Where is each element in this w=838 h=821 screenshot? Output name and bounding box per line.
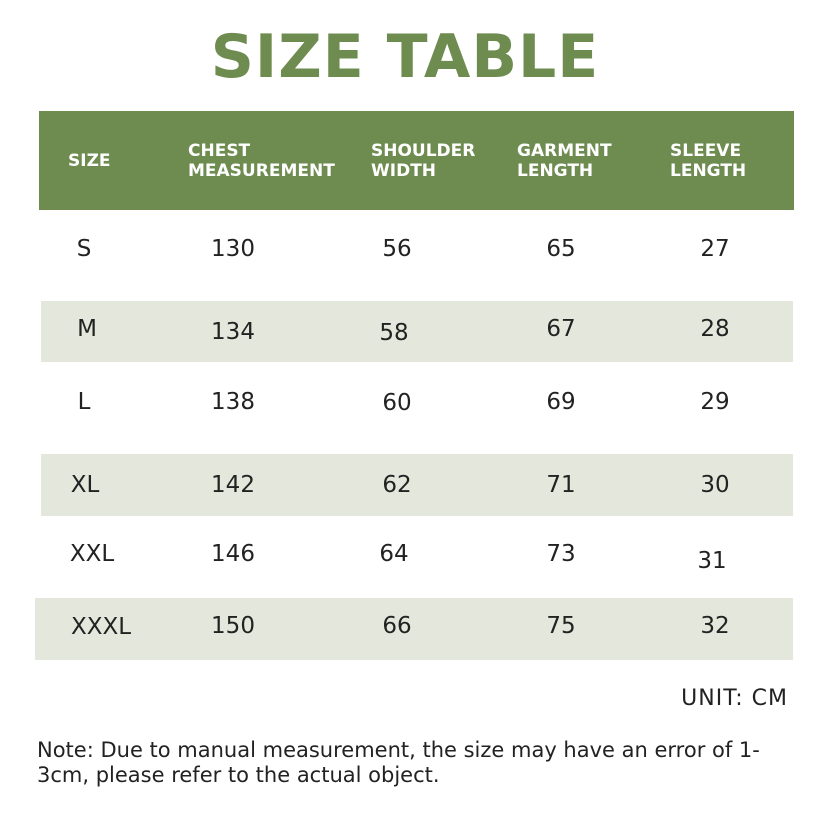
cell-sleeve: 27 [700, 236, 730, 262]
cell-size: L [77, 389, 91, 415]
cell-sleeve: 32 [700, 613, 730, 639]
row-shade [35, 598, 793, 660]
cell-shoulder: 60 [382, 390, 412, 416]
cell-size: M [77, 316, 97, 342]
page-title: SIZE TABLE [210, 22, 600, 92]
unit-label: UNIT: CM [681, 686, 788, 711]
column-header-size: SIZE [68, 150, 111, 171]
cell-garment: 69 [546, 389, 576, 415]
column-header-shoulder: SHOULDER WIDTH [371, 140, 476, 181]
column-header-garment: GARMENT LENGTH [517, 140, 612, 181]
cell-chest: 150 [211, 613, 255, 639]
cell-sleeve: 31 [697, 548, 727, 574]
cell-chest: 134 [211, 319, 255, 345]
row-shade [41, 301, 793, 362]
cell-size: S [76, 236, 92, 262]
cell-size: XXXL [70, 614, 132, 640]
table-header: SIZE CHEST MEASUREMENT SHOULDER WIDTH GA… [39, 111, 794, 210]
cell-shoulder: 56 [382, 236, 412, 262]
cell-garment: 75 [546, 613, 576, 639]
cell-sleeve: 28 [700, 316, 730, 342]
cell-shoulder: 66 [382, 613, 412, 639]
cell-chest: 138 [211, 389, 255, 415]
cell-chest: 142 [211, 472, 255, 498]
cell-garment: 65 [546, 236, 576, 262]
cell-garment: 71 [546, 472, 576, 498]
cell-sleeve: 30 [700, 472, 730, 498]
cell-shoulder: 58 [379, 320, 409, 346]
column-header-sleeve: SLEEVE LENGTH [670, 140, 747, 181]
cell-garment: 73 [546, 541, 576, 567]
cell-sleeve: 29 [700, 389, 730, 415]
cell-chest: 146 [211, 541, 255, 567]
row-shade [41, 454, 793, 516]
cell-size: XXL [69, 541, 115, 567]
cell-chest: 130 [211, 236, 255, 262]
cell-garment: 67 [546, 316, 576, 342]
cell-shoulder: 64 [379, 541, 409, 567]
note-text: Note: Due to manual measurement, the siz… [37, 738, 760, 787]
cell-size: XL [70, 472, 100, 498]
column-header-chest: CHEST MEASUREMENT [188, 140, 335, 181]
cell-shoulder: 62 [382, 472, 412, 498]
